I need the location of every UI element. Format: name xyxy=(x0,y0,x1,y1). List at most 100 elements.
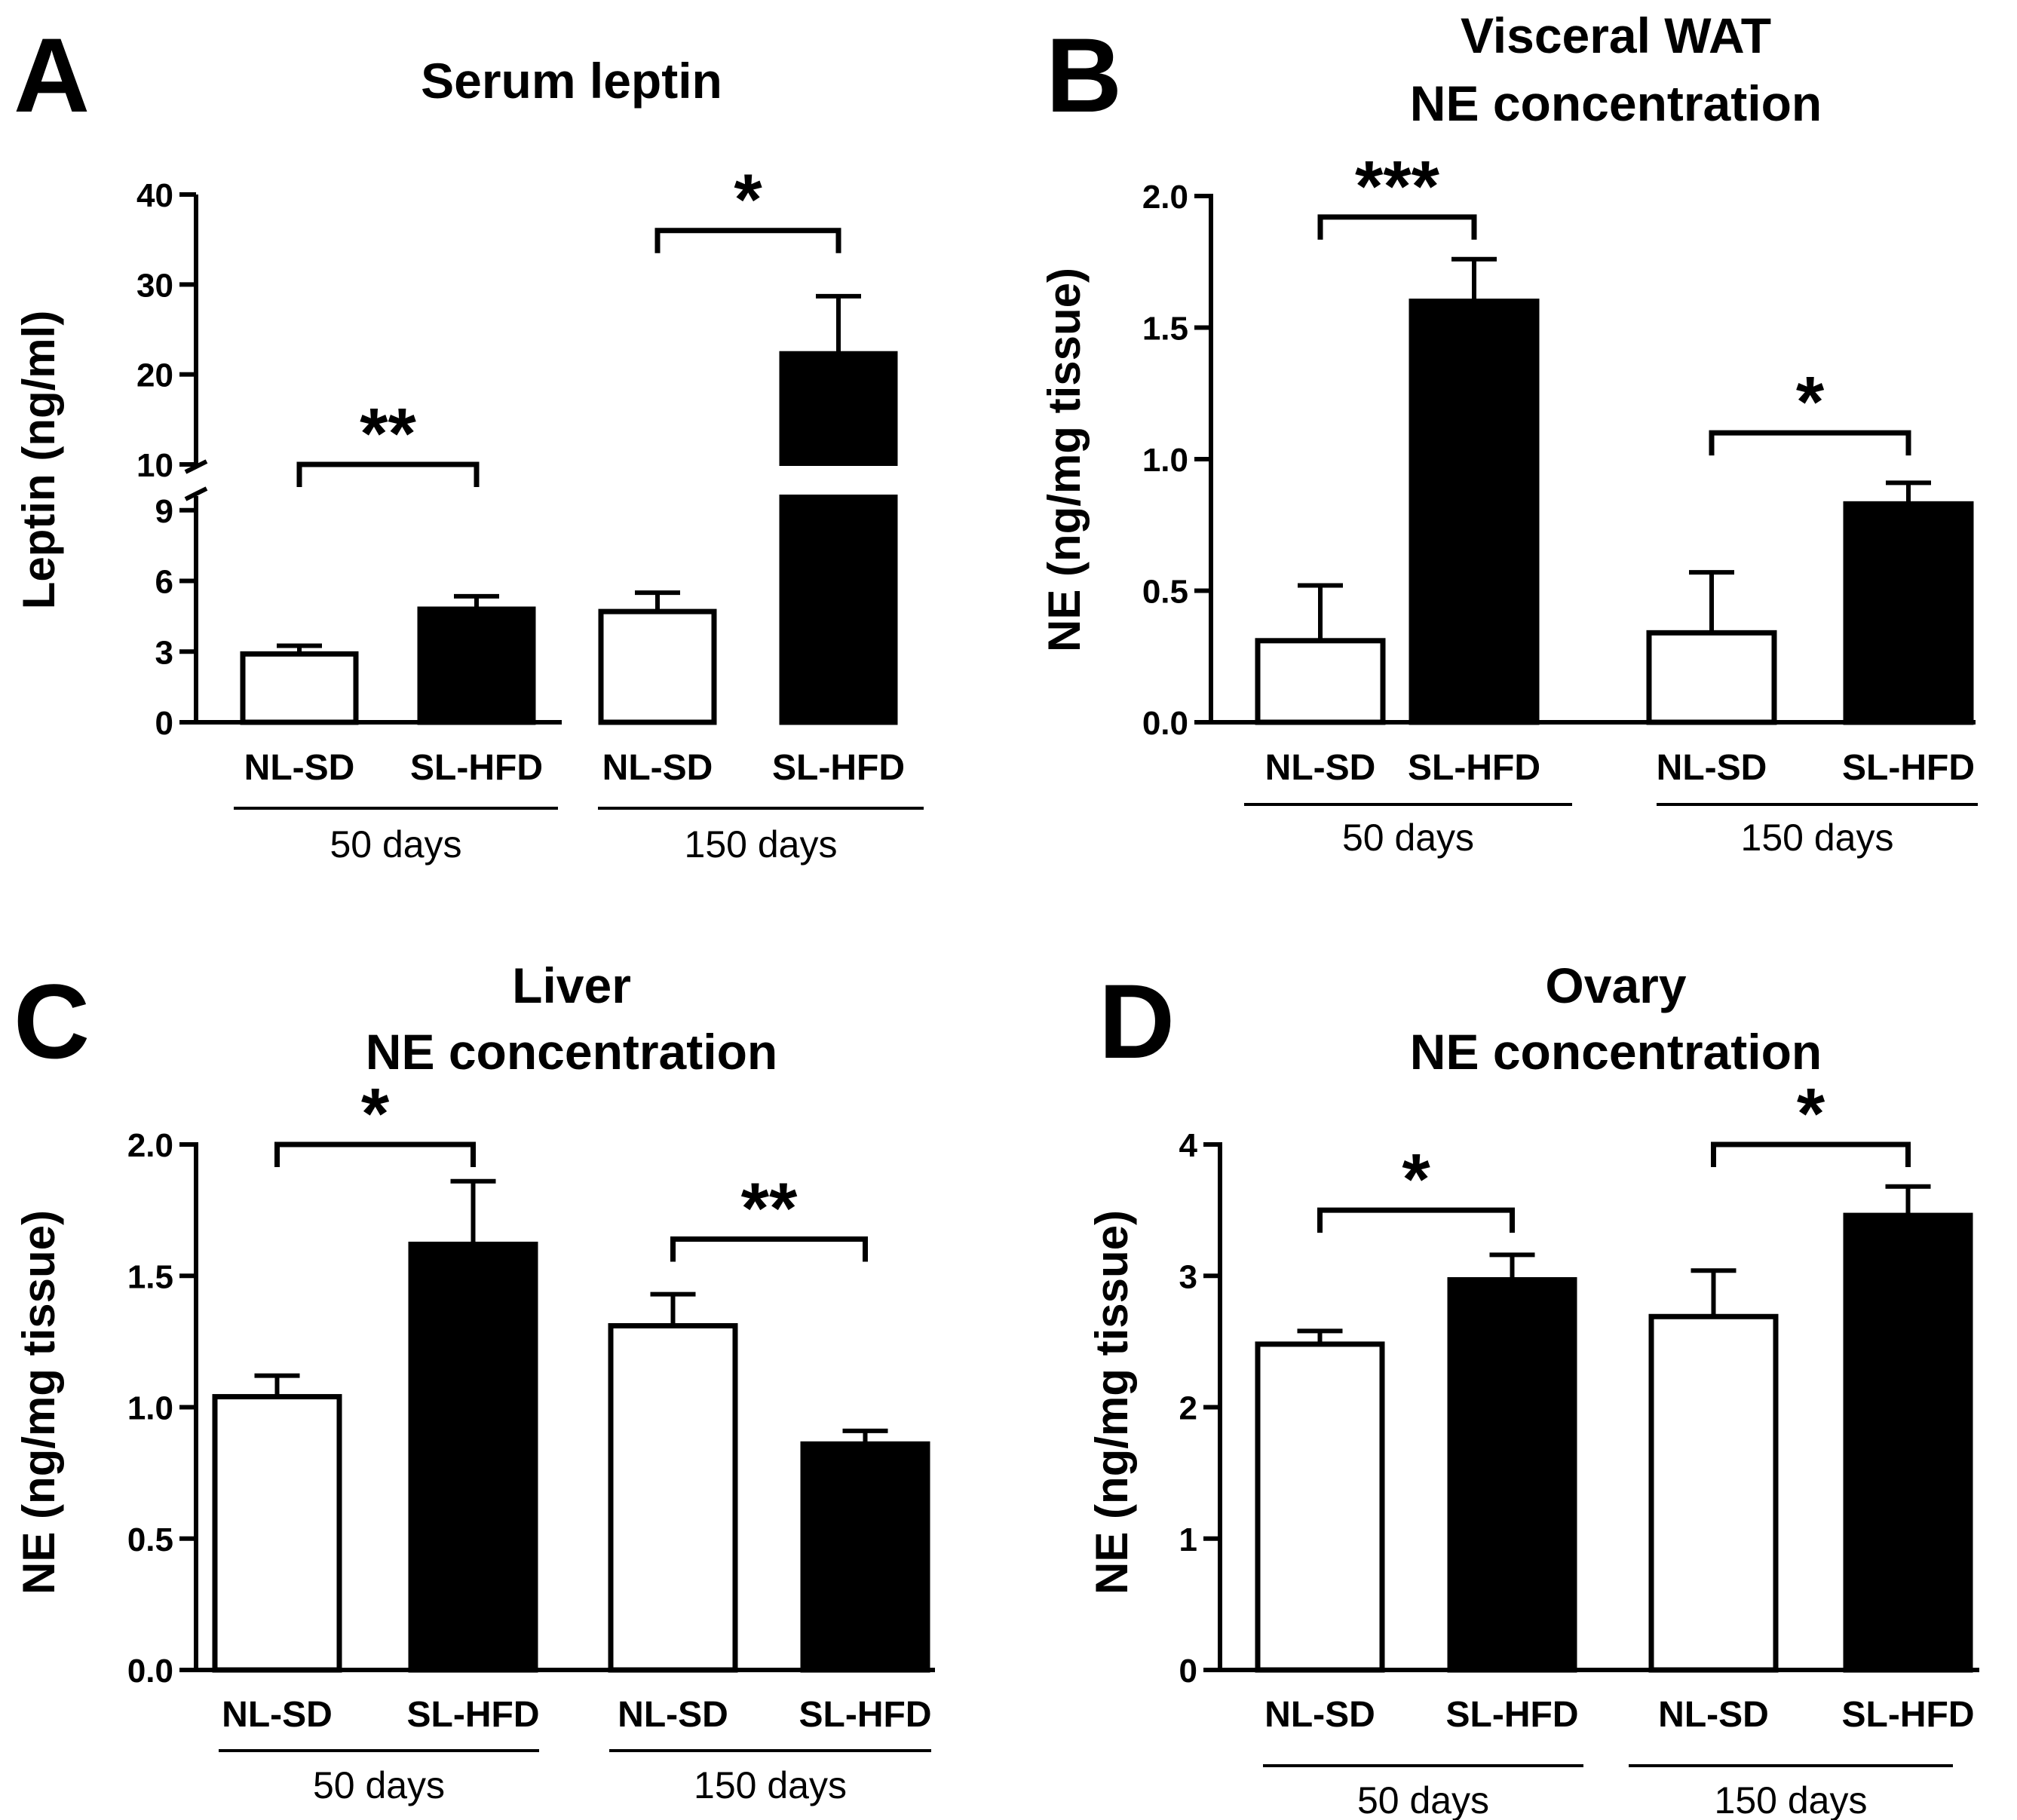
category-label: SL-HFD xyxy=(1408,748,1540,788)
y-tick-label: 0 xyxy=(155,705,173,742)
bar xyxy=(1255,1341,1385,1673)
chart-title: Ovary xyxy=(1545,957,1686,1013)
bar xyxy=(608,1322,738,1673)
chart-title: NE concentration xyxy=(1410,1024,1822,1080)
category-label: NL-SD xyxy=(602,748,713,788)
y-tick-label: 6 xyxy=(155,564,173,601)
significance-stars: * xyxy=(361,1074,390,1154)
category-label: NL-SD xyxy=(1658,1695,1769,1735)
panel-a: A Serum leptin Leptin (ng/ml) 0 3 6 9 10 20 30 40 N… xyxy=(14,16,924,866)
y-axis-label: Leptin (ng/ml) xyxy=(14,311,64,610)
y-tick-label: 4 xyxy=(1179,1127,1198,1164)
group-label: 150 days xyxy=(694,1764,847,1806)
category-label: SL-HFD xyxy=(1446,1695,1579,1735)
significance-bracket xyxy=(296,461,480,487)
significance-stars: ** xyxy=(741,1168,798,1249)
y-tick-label: 3 xyxy=(1179,1258,1197,1295)
bar xyxy=(1843,1212,1973,1673)
bar xyxy=(779,351,898,725)
chart-title: Serum leptin xyxy=(421,53,722,109)
y-axis-label: NE (ng/mg tissue) xyxy=(1039,268,1090,652)
significance-stars: ** xyxy=(360,394,416,474)
significance-bracket xyxy=(1317,214,1477,240)
category-label: NL-SD xyxy=(244,748,355,788)
bar xyxy=(1843,501,1974,725)
significance-stars: * xyxy=(1796,362,1825,443)
group-label: 50 days xyxy=(330,823,461,866)
significance-bracket xyxy=(1709,430,1911,456)
y-tick-label: 2.0 xyxy=(1142,179,1188,216)
y-tick-label: 2 xyxy=(1179,1390,1197,1427)
y-tick-label: 3 xyxy=(155,634,173,671)
y-tick-label: 20 xyxy=(136,357,173,394)
y-tick-label: 9 xyxy=(155,493,173,530)
significance-bracket xyxy=(1317,1207,1515,1233)
chart-title: NE concentration xyxy=(366,1024,777,1080)
bar xyxy=(598,608,717,725)
category-label: SL-HFD xyxy=(1842,748,1975,788)
significance-stars: * xyxy=(1402,1139,1430,1220)
significance-bracket xyxy=(1711,1141,1911,1167)
bar xyxy=(1646,630,1777,725)
panel-letter: A xyxy=(14,16,90,134)
axis-break-mark xyxy=(184,486,208,501)
bar xyxy=(212,1394,342,1673)
panel-d: D Ovary NE concentration NE (ng/mg tissue) 0… xyxy=(1087,957,1979,1820)
category-label: SL-HFD xyxy=(772,748,905,788)
chart-title: Visceral WAT xyxy=(1461,8,1771,63)
y-tick-label: 0.0 xyxy=(127,1653,173,1690)
significance-bracket xyxy=(670,1236,868,1262)
y-tick-label: 0.0 xyxy=(1142,705,1188,742)
category-label: NL-SD xyxy=(618,1695,728,1735)
bar-break-gap xyxy=(777,466,900,495)
significance-stars: *** xyxy=(1355,146,1440,227)
bar xyxy=(417,606,536,725)
y-tick-label: 1.5 xyxy=(127,1258,173,1295)
category-label: SL-HFD xyxy=(407,1695,540,1735)
panel-letter: B xyxy=(1046,16,1122,134)
panel-b: B Visceral WAT NE concentration NE (ng/mg t… xyxy=(1039,8,1978,859)
y-tick-label: 0 xyxy=(1179,1653,1197,1690)
bar xyxy=(240,651,359,725)
y-tick-label: 1.5 xyxy=(1142,311,1188,348)
bar xyxy=(800,1441,930,1673)
category-label: NL-SD xyxy=(1657,748,1767,788)
y-tick-label: 2.0 xyxy=(127,1127,173,1164)
y-tick-label: 10 xyxy=(136,447,173,484)
y-tick-label: 40 xyxy=(136,177,173,214)
significance-bracket xyxy=(654,228,841,253)
y-tick-label: 1 xyxy=(1179,1521,1197,1558)
group-label: 50 days xyxy=(1357,1779,1489,1820)
group-label: 150 days xyxy=(685,823,838,866)
y-axis-label: NE (ng/mg tissue) xyxy=(14,1210,64,1595)
group-label: 50 days xyxy=(1342,817,1474,859)
panel-letter: C xyxy=(14,962,90,1080)
y-axis-label: NE (ng/mg tissue) xyxy=(1087,1210,1137,1595)
y-tick-label: 0.5 xyxy=(1142,574,1188,611)
panel-c: C Liver NE concentration NE (ng/mg tissue) 0… xyxy=(14,957,935,1806)
significance-stars: * xyxy=(1797,1074,1825,1154)
bar xyxy=(1447,1276,1577,1673)
bar xyxy=(1648,1313,1779,1673)
group-label: 50 days xyxy=(313,1764,445,1806)
significance-stars: * xyxy=(734,160,762,241)
panel-letter: D xyxy=(1099,962,1175,1080)
category-label: SL-HFD xyxy=(410,748,543,788)
group-label: 150 days xyxy=(1715,1779,1868,1820)
group-label: 150 days xyxy=(1741,817,1894,859)
y-tick-label: 1.0 xyxy=(127,1390,173,1427)
category-label: NL-SD xyxy=(1264,1695,1375,1735)
chart-title: NE concentration xyxy=(1410,75,1822,131)
category-label: NL-SD xyxy=(1265,748,1376,788)
category-label: NL-SD xyxy=(222,1695,333,1735)
chart-title: Liver xyxy=(512,957,631,1013)
y-tick-label: 0.5 xyxy=(127,1521,173,1558)
y-tick-label: 1.0 xyxy=(1142,442,1188,479)
bar xyxy=(408,1241,538,1673)
significance-bracket xyxy=(274,1141,476,1167)
category-label: SL-HFD xyxy=(799,1695,932,1735)
bar xyxy=(1255,638,1386,725)
category-label: SL-HFD xyxy=(1842,1695,1975,1735)
y-tick-label: 30 xyxy=(136,267,173,304)
